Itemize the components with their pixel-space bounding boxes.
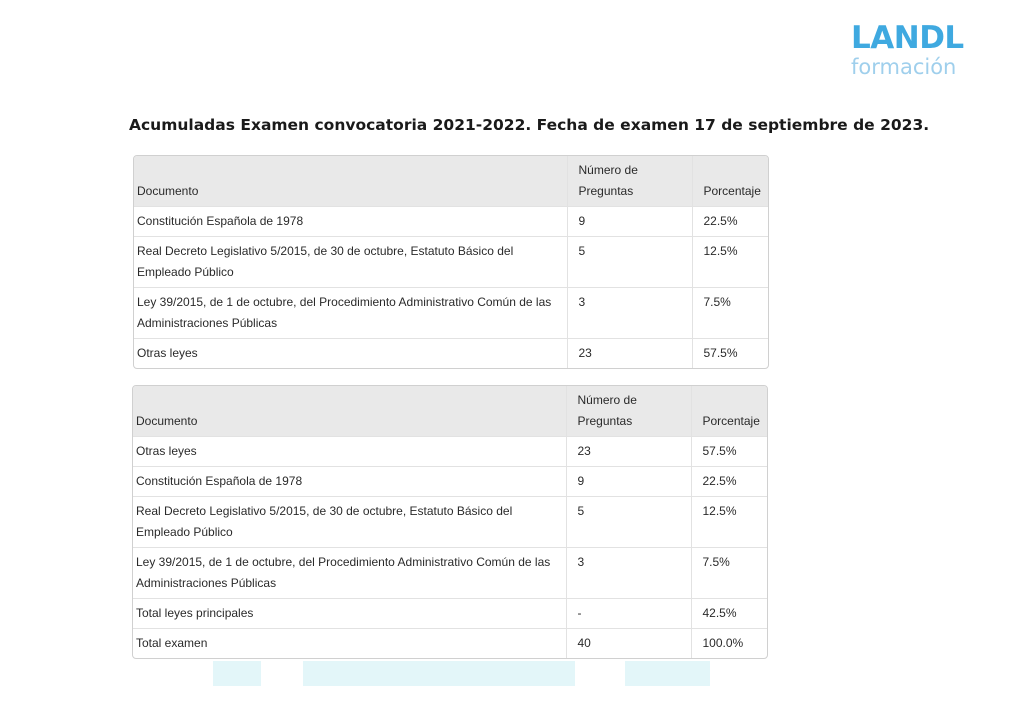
cell-question-count: 3 — [565, 547, 691, 599]
table-row: Otras leyes 23 57.5% — [133, 436, 767, 467]
watermark-shape — [625, 661, 710, 686]
cell-question-count: 9 — [566, 206, 692, 237]
cell-percentage: 7.5% — [690, 547, 767, 599]
table-row: Constitución Española de 1978 9 22.5% — [133, 466, 767, 497]
cell-percentage: 57.5% — [691, 338, 768, 368]
header-document: Documento — [133, 386, 566, 437]
logo-subtitle: formación — [851, 55, 957, 79]
watermark-shape — [213, 661, 261, 686]
table-row: Real Decreto Legislativo 5/2015, de 30 d… — [133, 496, 767, 548]
header-document: Documento — [134, 156, 567, 207]
header-percentage: Porcentaje — [690, 386, 767, 437]
table-header-row: Documento Número de Preguntas Porcentaje — [133, 386, 767, 437]
cell-document: Real Decreto Legislativo 5/2015, de 30 d… — [133, 496, 566, 548]
cell-document: Constitución Española de 1978 — [133, 466, 566, 497]
header-percentage: Porcentaje — [691, 156, 768, 207]
table-row: Ley 39/2015, de 1 de octubre, del Proced… — [134, 287, 768, 339]
cell-question-count: 5 — [566, 236, 692, 288]
table-row: Ley 39/2015, de 1 de octubre, del Proced… — [133, 547, 767, 599]
cell-percentage: 12.5% — [691, 236, 768, 288]
table-header-row: Documento Número de Preguntas Porcentaje — [134, 156, 768, 207]
cell-question-count: 3 — [566, 287, 692, 339]
logo-wordmark: LANDL — [851, 20, 964, 56]
cell-document: Total examen — [136, 636, 208, 650]
cell-percentage: 22.5% — [690, 466, 767, 497]
cell-question-count: 5 — [565, 496, 691, 548]
cell-question-count: 40 — [565, 628, 691, 658]
cell-percentage: 22.5% — [691, 206, 768, 237]
table-row-total-exam: Total examen 40 100.0% — [133, 628, 767, 658]
table-row: Otras leyes 23 57.5% — [134, 338, 768, 368]
table-row-total-main-laws: Total leyes principales - 42.5% — [133, 598, 767, 629]
cell-document: Ley 39/2015, de 1 de octubre, del Proced… — [133, 547, 566, 599]
cell-document: Otras leyes — [133, 436, 566, 467]
page-title: Acumuladas Examen convocatoria 2021-2022… — [129, 116, 930, 134]
header-question-count: Número de Preguntas — [565, 386, 691, 437]
cell-document: Real Decreto Legislativo 5/2015, de 30 d… — [134, 236, 567, 288]
cell-percentage: 100.0% — [690, 628, 767, 658]
cell-question-count: 23 — [566, 338, 692, 368]
cell-question-count: 23 — [565, 436, 691, 467]
cell-percentage: 57.5% — [690, 436, 767, 467]
cell-document: Otras leyes — [137, 346, 198, 360]
table-row: Constitución Española de 1978 9 22.5% — [134, 206, 768, 237]
header-question-count: Número de Preguntas — [566, 156, 692, 207]
questions-table-by-law: Documento Número de Preguntas Porcentaje… — [133, 155, 769, 369]
cell-percentage: 12.5% — [690, 496, 767, 548]
cell-document: Constitución Española de 1978 — [134, 206, 567, 237]
cell-document: Total leyes principales — [133, 598, 566, 629]
cell-document: Ley 39/2015, de 1 de octubre, del Proced… — [134, 287, 567, 339]
questions-table-with-totals: Documento Número de Preguntas Porcentaje… — [132, 385, 768, 659]
cell-percentage: 7.5% — [691, 287, 768, 339]
table-row: Real Decreto Legislativo 5/2015, de 30 d… — [134, 236, 768, 288]
cell-question-count: - — [565, 598, 691, 629]
brand-logo: LANDL formación — [851, 20, 964, 79]
watermark-shape — [303, 661, 575, 686]
cell-percentage: 42.5% — [690, 598, 767, 629]
cell-question-count: 9 — [565, 466, 691, 497]
